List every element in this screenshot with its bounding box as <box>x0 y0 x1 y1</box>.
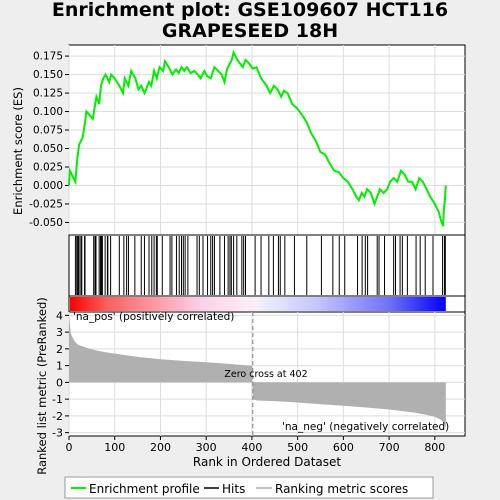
es-plot-area <box>68 44 466 236</box>
na-pos-label: 'na_pos' (positively correlated) <box>73 311 234 323</box>
metric-x-ticks: 0 100 200 300 400 500 600 700 800 <box>66 436 445 454</box>
es-y-tick-label: 0.025 <box>33 161 63 173</box>
es-y-tick-label: 0.075 <box>33 125 63 137</box>
metric-y-tick-label: 1 <box>56 360 63 373</box>
metric-x-tick-label: 600 <box>333 441 354 454</box>
metric-x-tick-label: 700 <box>379 441 400 454</box>
ranking-color-bar <box>70 297 446 311</box>
es-y-ticks: -0.050 -0.025 0.000 0.025 0.050 0.075 0.100 0.1… <box>29 51 69 229</box>
metric-x-tick-label: 500 <box>287 441 308 454</box>
metric-y-tick-label: 2 <box>56 343 63 356</box>
es-y-tick-label: 0.050 <box>33 143 63 155</box>
metric-x-tick-label: 300 <box>196 441 217 454</box>
legend-ranking-label: Ranking metric scores <box>275 482 408 496</box>
es-y-tick-label: 0.175 <box>33 51 63 63</box>
color-bar-panel <box>68 295 466 313</box>
metric-y-axis-label: Ranked list metric (PreRanked) <box>35 297 49 475</box>
metric-y-tick-label: -3 <box>52 427 63 440</box>
legend-hits-label: Hits <box>222 482 245 496</box>
na-neg-label: 'na_neg' (negatively correlated) <box>282 421 449 433</box>
legend-box <box>64 476 434 499</box>
es-y-tick-label: 0.100 <box>33 106 63 118</box>
metric-x-tick-label: 200 <box>150 441 171 454</box>
legend: Enrichment profile Hits Ranking metric s… <box>64 476 434 499</box>
es-y-tick-label: 0.150 <box>33 69 63 81</box>
es-y-tick-label: -0.025 <box>29 198 63 210</box>
metric-x-tick-label: 100 <box>104 441 125 454</box>
x-axis-label: Rank in Ordered Dataset <box>193 455 341 469</box>
metric-y-tick-label: 3 <box>56 326 63 339</box>
chart-title: Enrichment plot: GSE109607 HCT116 GRAPES… <box>0 0 500 42</box>
metric-y-tick-label: -2 <box>52 410 63 423</box>
es-y-axis-label: Enrichment score (ES) <box>11 87 25 215</box>
metric-panel: -3 -2 -1 0 1 2 3 4 0 100 200 300 400 500 600 700 800 Ze… <box>52 309 466 454</box>
chart-title-line-1: Enrichment plot: GSE109607 HCT116 <box>51 0 449 21</box>
es-y-tick-label: 0.125 <box>33 88 63 100</box>
metric-y-ticks: -3 -2 -1 0 1 2 3 4 <box>52 309 69 440</box>
hit-marks <box>74 236 446 295</box>
zero-cross-label: Zero cross at 402 <box>224 369 307 380</box>
metric-x-tick-label: 0 <box>66 441 73 454</box>
hits-panel <box>68 234 466 297</box>
enrichment-profile-line <box>68 49 447 227</box>
es-y-tick-label: 0.000 <box>33 180 63 192</box>
metric-x-tick-label: 400 <box>241 441 262 454</box>
legend-enrichment-label: Enrichment profile <box>89 482 200 496</box>
chart-title-line-2: GRAPESEED 18H <box>161 20 339 42</box>
metric-y-tick-label: -1 <box>52 393 63 406</box>
es-gridlines <box>68 45 465 235</box>
es-y-tick-label: -0.050 <box>29 217 63 229</box>
es-panel: -0.050 -0.025 0.000 0.025 0.050 0.075 0.100 0.1… <box>29 44 466 236</box>
metric-y-tick-label: 0 <box>56 376 63 389</box>
ranking-metric-area <box>69 315 446 429</box>
metric-x-tick-label: 800 <box>424 441 445 454</box>
metric-y-tick-label: 4 <box>56 309 63 322</box>
